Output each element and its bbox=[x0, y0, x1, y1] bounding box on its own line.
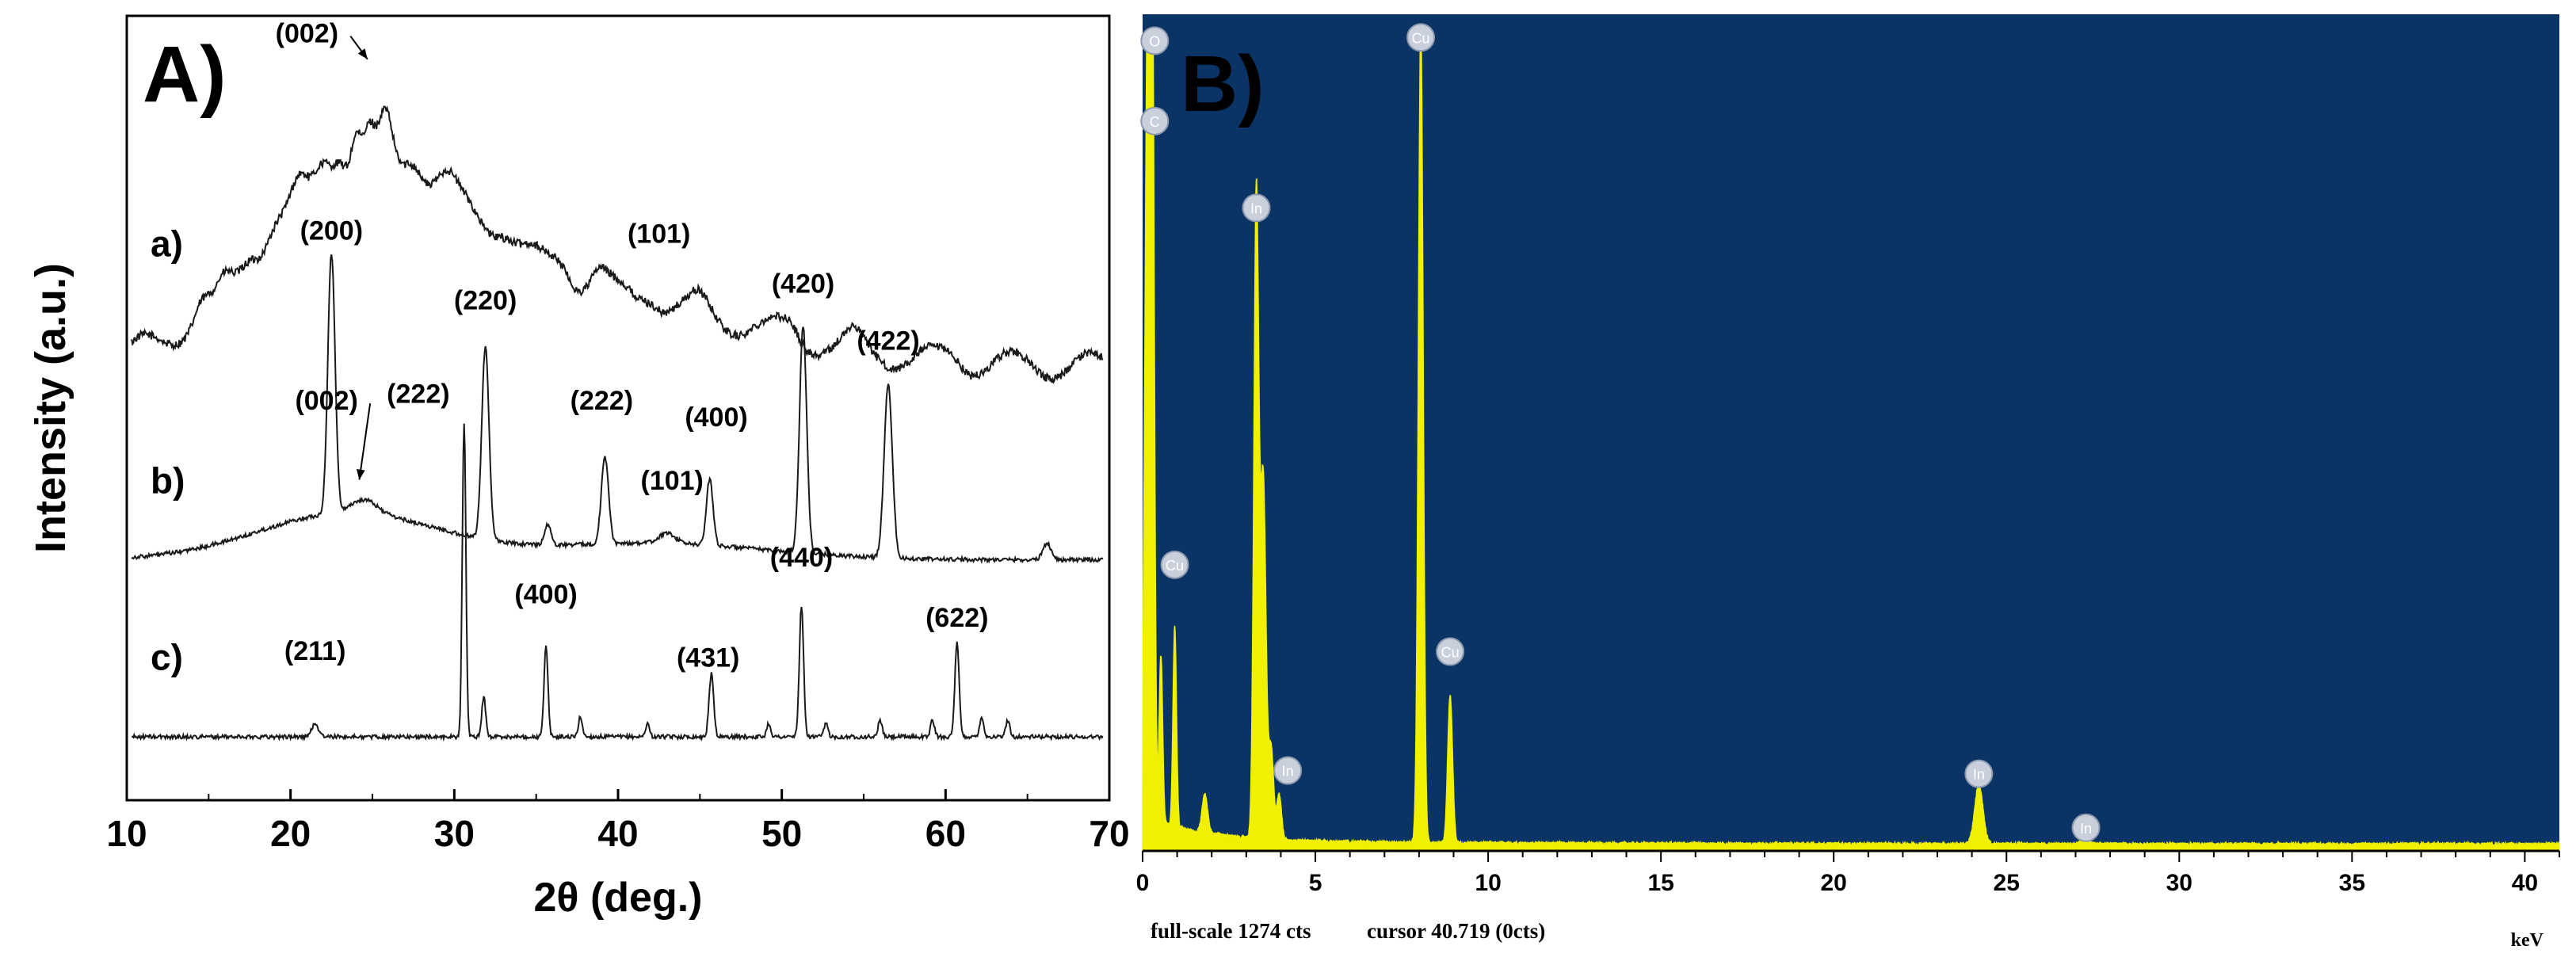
edx-element-marker: In bbox=[1964, 759, 1994, 788]
xrd-peak-label: (101) bbox=[641, 466, 704, 496]
xrd-series-labels: a) b) c) bbox=[151, 223, 185, 677]
edx-x-tick-label: 20 bbox=[1821, 870, 1847, 896]
panel-b-label: B) bbox=[1181, 40, 1265, 128]
xrd-peak-label: (422) bbox=[857, 326, 919, 356]
edx-element-markers: O C In Cu In Cu Cu In In bbox=[1140, 23, 2101, 842]
xrd-peak-label: (220) bbox=[454, 286, 517, 316]
xrd-series-label: a) bbox=[151, 223, 183, 264]
xrd-series-line bbox=[131, 105, 1104, 384]
edx-element-marker: Cu bbox=[1160, 550, 1189, 579]
xrd-x-axis: 10 20 30 40 50 60 70 bbox=[106, 789, 1130, 854]
xrd-peak-label: (002) bbox=[295, 386, 357, 416]
edx-element-marker: In bbox=[1273, 756, 1303, 785]
edx-element-marker: In bbox=[1242, 193, 1271, 223]
xrd-peak-label: (400) bbox=[514, 579, 577, 609]
edx-x-tick-label: 5 bbox=[1309, 870, 1322, 896]
xrd-x-axis-title: 2θ (deg.) bbox=[533, 875, 702, 921]
edx-x-tick-label: 15 bbox=[1647, 870, 1673, 896]
edx-x-tick-label: 0 bbox=[1136, 870, 1150, 896]
edx-marker-label: In bbox=[1250, 200, 1262, 216]
edx-x-tick-label: 25 bbox=[1994, 870, 2020, 896]
edx-x-tick-label: 40 bbox=[2512, 870, 2538, 896]
xrd-peak-labels: (002) (101) (200) (220) (002) (222) (400) (101)… bbox=[276, 19, 989, 673]
xrd-x-tick-label: 40 bbox=[597, 813, 638, 854]
edx-marker-label: In bbox=[1973, 767, 1985, 783]
xrd-x-tick-label: 10 bbox=[106, 813, 147, 854]
edx-spectrum bbox=[1142, 31, 2560, 852]
xrd-peak-label: (101) bbox=[628, 219, 690, 249]
xrd-peak-arrowhead bbox=[356, 469, 365, 480]
panel-b-edx-chart: O C In Cu In Cu Cu In In 0 5 10 15 20 25 30 35 40 keV fu… bbox=[1136, 14, 2560, 951]
xrd-peak-label: (002) bbox=[276, 19, 338, 49]
xrd-x-tick-label: 70 bbox=[1089, 813, 1129, 854]
xrd-peak-label: (420) bbox=[772, 269, 834, 299]
xrd-peak-label: (440) bbox=[770, 543, 833, 573]
edx-element-marker: C bbox=[1140, 106, 1170, 135]
xrd-series-label: b) bbox=[151, 460, 185, 501]
edx-spectrum-area bbox=[1142, 31, 2560, 852]
edx-cursor-readout: cursor 40.719 (0cts) bbox=[1367, 919, 1545, 943]
xrd-x-tick-label: 50 bbox=[761, 813, 802, 854]
edx-fullscale-readout: full-scale 1274 cts bbox=[1151, 919, 1311, 943]
edx-plot-background bbox=[1143, 14, 2559, 851]
edx-element-marker: Cu bbox=[1406, 23, 1436, 52]
xrd-peak-label: (622) bbox=[925, 603, 988, 633]
edx-marker-circle bbox=[1160, 550, 1189, 579]
edx-marker-circle bbox=[1436, 637, 1465, 666]
edx-marker-circle bbox=[2071, 813, 2101, 842]
xrd-peak-label: (200) bbox=[300, 216, 363, 246]
edx-x-axis-unit: keV bbox=[2511, 930, 2544, 951]
edx-element-marker: Cu bbox=[1436, 637, 1465, 666]
xrd-peak-label: (222) bbox=[387, 380, 449, 410]
xrd-peak-label: (400) bbox=[685, 402, 747, 433]
edx-marker-label: Cu bbox=[1441, 644, 1460, 660]
edx-element-marker: In bbox=[2071, 813, 2101, 842]
xrd-peak-arrowhead bbox=[357, 48, 368, 59]
xrd-series-line bbox=[131, 423, 1104, 742]
edx-marker-circle bbox=[1406, 23, 1436, 52]
edx-marker-circle bbox=[1964, 759, 1994, 788]
xrd-x-tick-label: 60 bbox=[925, 813, 966, 854]
edx-marker-label: Cu bbox=[1412, 30, 1430, 46]
edx-marker-label: C bbox=[1150, 114, 1160, 130]
xrd-peak-arrow bbox=[358, 402, 372, 480]
edx-marker-label: Cu bbox=[1166, 558, 1184, 574]
edx-x-tick-label: 35 bbox=[2339, 870, 2365, 896]
edx-x-tick-label: 10 bbox=[1475, 870, 1501, 896]
xrd-series-line bbox=[131, 254, 1104, 565]
edx-marker-circle bbox=[1140, 26, 1170, 55]
edx-marker-label: O bbox=[1149, 33, 1160, 49]
xrd-peak-label: (431) bbox=[677, 643, 739, 673]
edx-marker-label: In bbox=[1282, 764, 1294, 780]
xrd-series-label: c) bbox=[151, 637, 183, 678]
edx-marker-circle bbox=[1140, 106, 1170, 135]
panel-a-xrd-chart: (002) (101) (200) (220) (002) (222) (400) (101)… bbox=[27, 14, 1130, 921]
xrd-curves bbox=[131, 105, 1104, 742]
edx-marker-label: In bbox=[2080, 821, 2092, 837]
xrd-x-tick-label: 20 bbox=[270, 813, 311, 854]
edx-marker-circle bbox=[1273, 756, 1303, 785]
edx-marker-circle bbox=[1242, 193, 1271, 223]
edx-x-axis: 0 5 10 15 20 25 30 35 40 bbox=[1136, 851, 2560, 896]
edx-element-marker: O bbox=[1140, 26, 1170, 55]
xrd-peak-label: (222) bbox=[571, 386, 633, 416]
edx-x-tick-label: 30 bbox=[2166, 870, 2192, 896]
panel-a-label: A) bbox=[143, 30, 227, 119]
xrd-peak-label: (211) bbox=[284, 636, 346, 666]
xrd-y-axis-title: Intensity (a.u.) bbox=[27, 263, 74, 553]
xrd-x-tick-label: 30 bbox=[434, 813, 475, 854]
